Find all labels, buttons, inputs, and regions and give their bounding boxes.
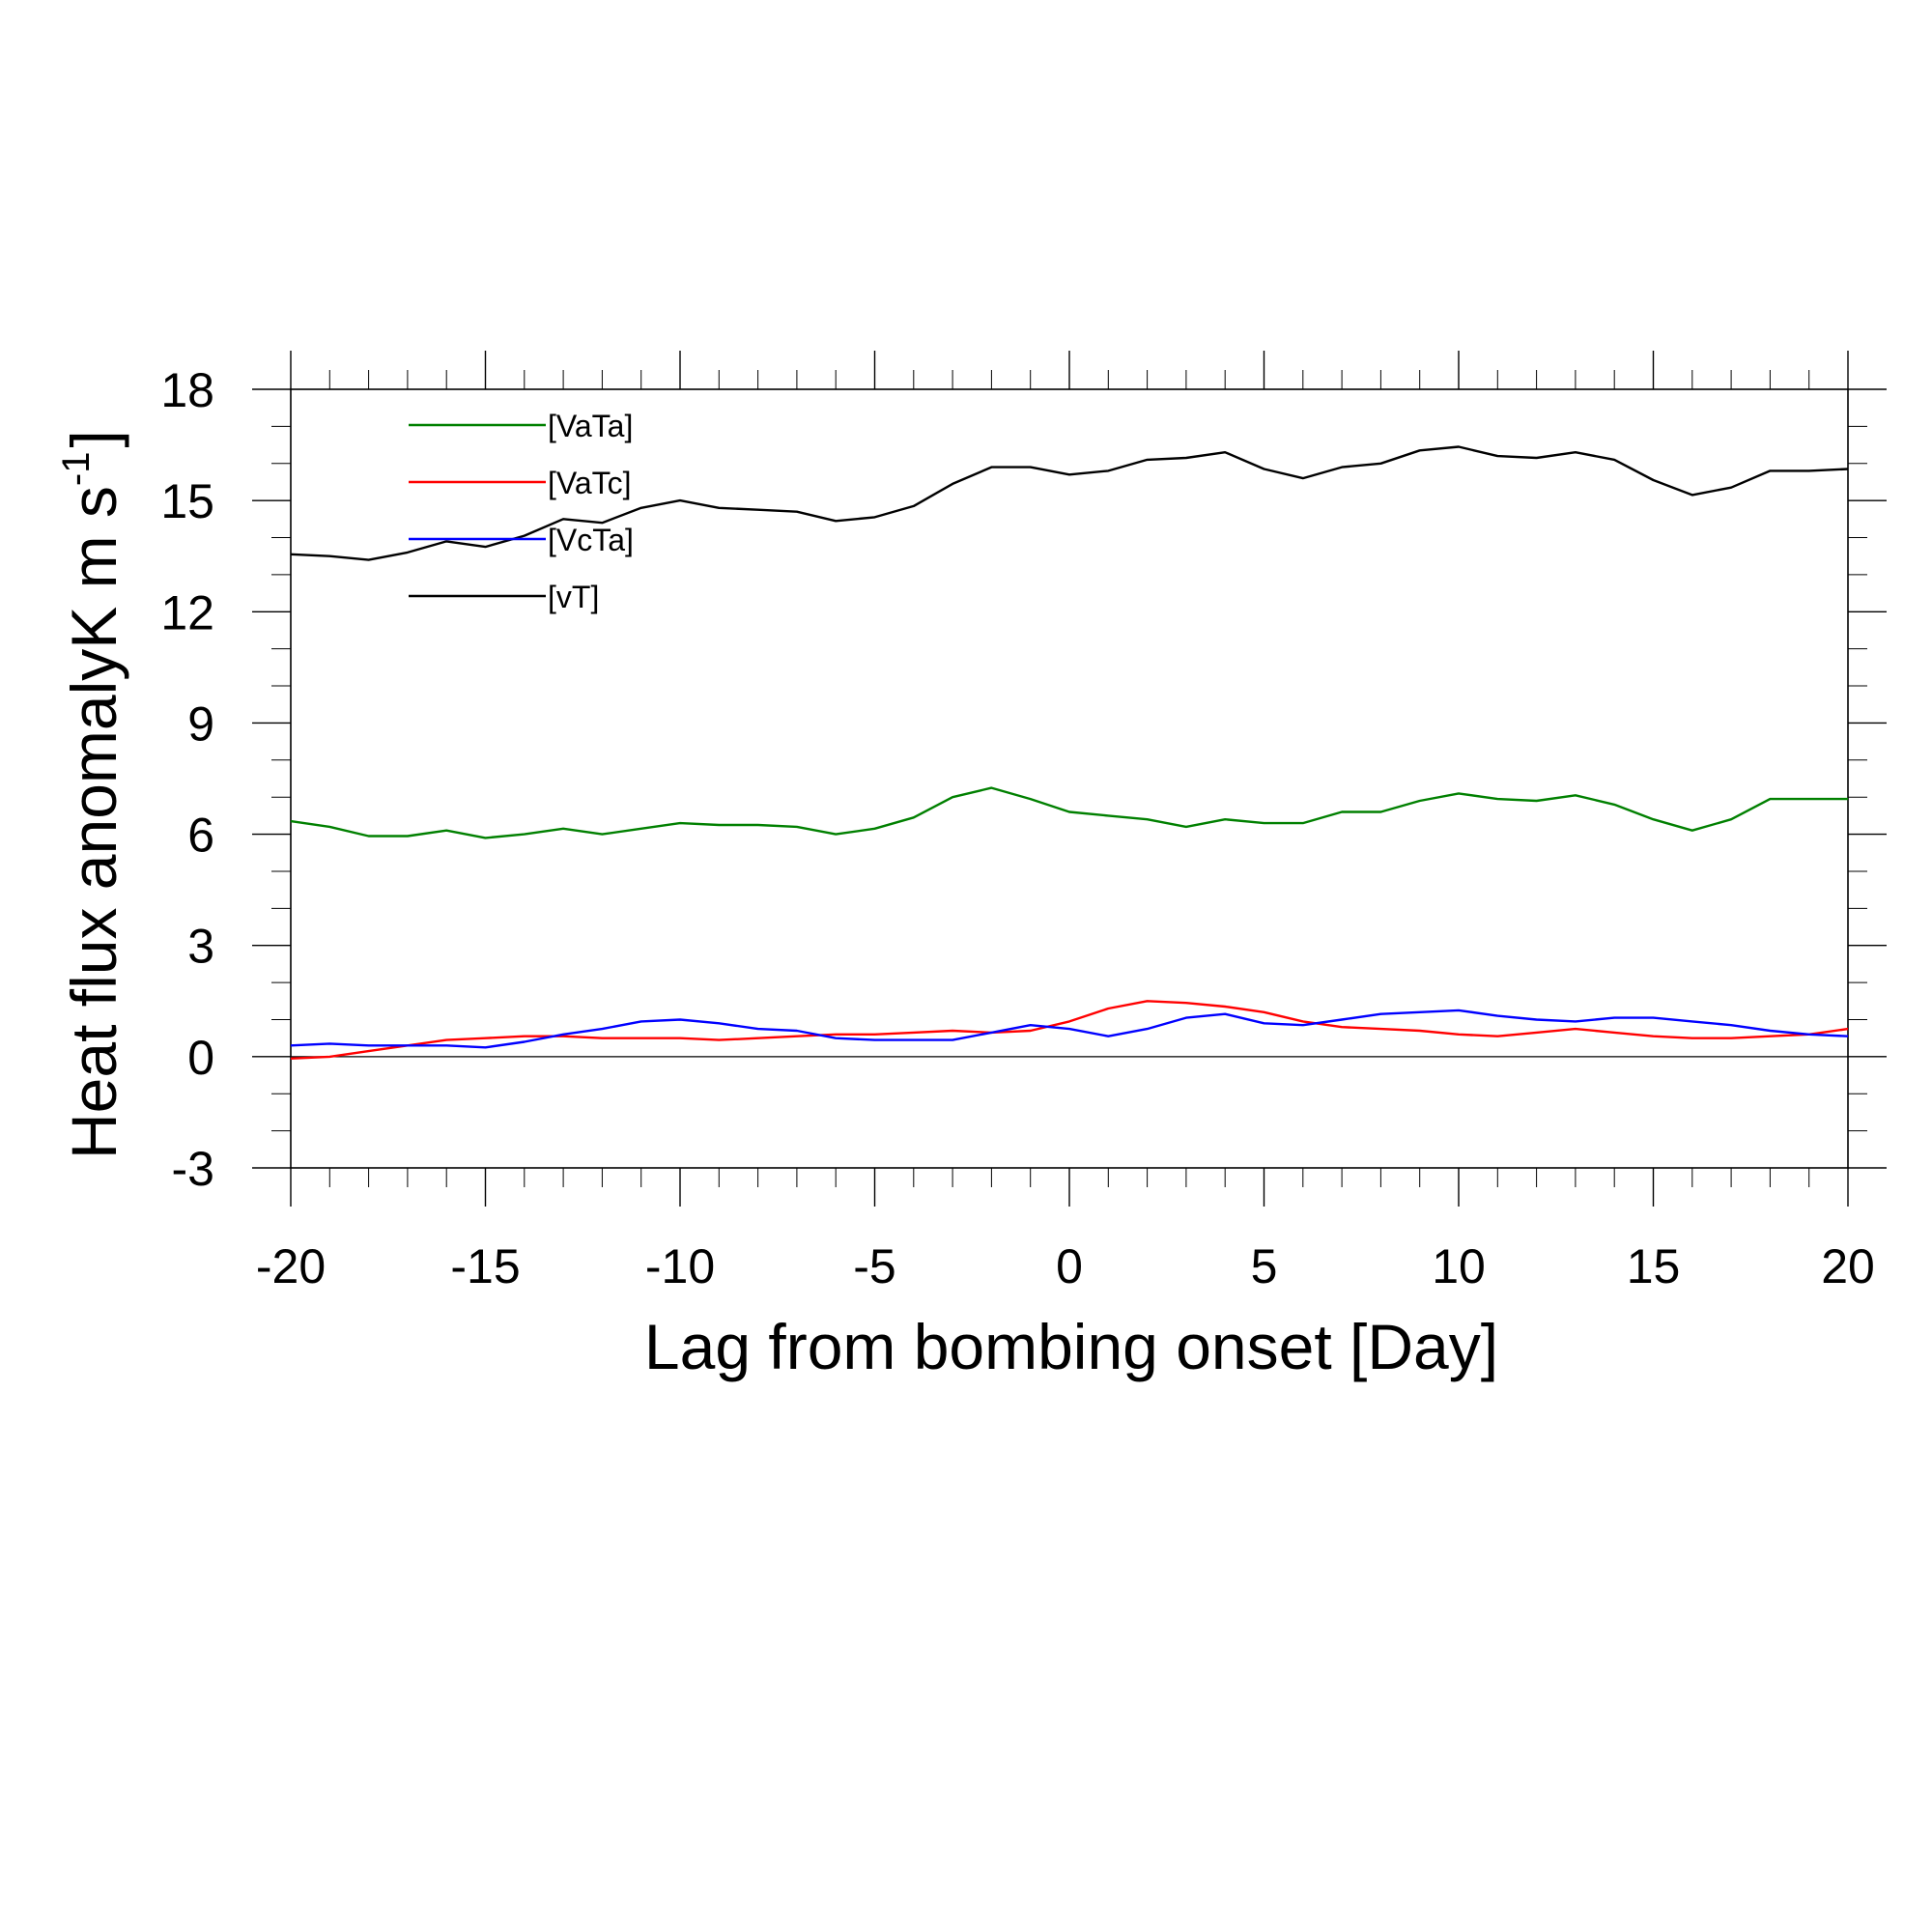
x-tick-label: 0 [1056, 1239, 1083, 1293]
x-tick-label: 15 [1627, 1239, 1681, 1293]
x-tick-label: 10 [1432, 1239, 1486, 1293]
legend-label: [VcTa] [548, 523, 634, 557]
y-axis-label-main: Heat flux anomalyK m s [58, 486, 129, 1159]
x-tick-label: -5 [853, 1239, 895, 1293]
series-line-vata [290, 786, 1848, 839]
y-tick-label: -3 [172, 1142, 214, 1196]
y-tick-label: 15 [160, 474, 214, 528]
legend: [VaTa] [VaTc] [VcTa] [vT] [409, 409, 634, 614]
x-tick-label: 5 [1251, 1239, 1278, 1293]
y-axis-label: Heat flux anomalyK m s-1] [55, 430, 129, 1159]
axis-ticks [252, 351, 1887, 1207]
series-line-vcta [290, 1009, 1849, 1049]
y-tick-label: 0 [187, 1031, 214, 1085]
x-tick-label: -10 [645, 1239, 715, 1293]
series-lines [290, 445, 1849, 1060]
legend-label: [VaTa] [548, 409, 633, 443]
y-axis-label-superscript: -1 [55, 451, 98, 486]
x-axis-label: Lag from bombing onset [Day] [644, 1311, 1498, 1382]
x-tick-label: 20 [1821, 1239, 1875, 1293]
y-tick-label: 6 [187, 809, 214, 863]
y-tick-labels: -3 0 3 6 9 12 15 18 [160, 363, 214, 1196]
y-tick-label: 9 [187, 696, 214, 751]
legend-label: [VaTc] [548, 466, 632, 500]
series-line-vt [290, 445, 1849, 561]
x-tick-label: -15 [450, 1239, 520, 1293]
y-tick-label: 3 [187, 920, 214, 974]
y-tick-label: 18 [160, 363, 214, 417]
legend-label: [vT] [548, 580, 599, 614]
y-axis-label-bracket: ] [58, 430, 129, 447]
plot-frame [290, 388, 1849, 1169]
y-tick-label: 12 [160, 585, 214, 639]
x-tick-labels: -20 -15 -10 -5 0 5 10 15 20 [256, 1239, 1875, 1293]
x-tick-label: -20 [256, 1239, 326, 1293]
